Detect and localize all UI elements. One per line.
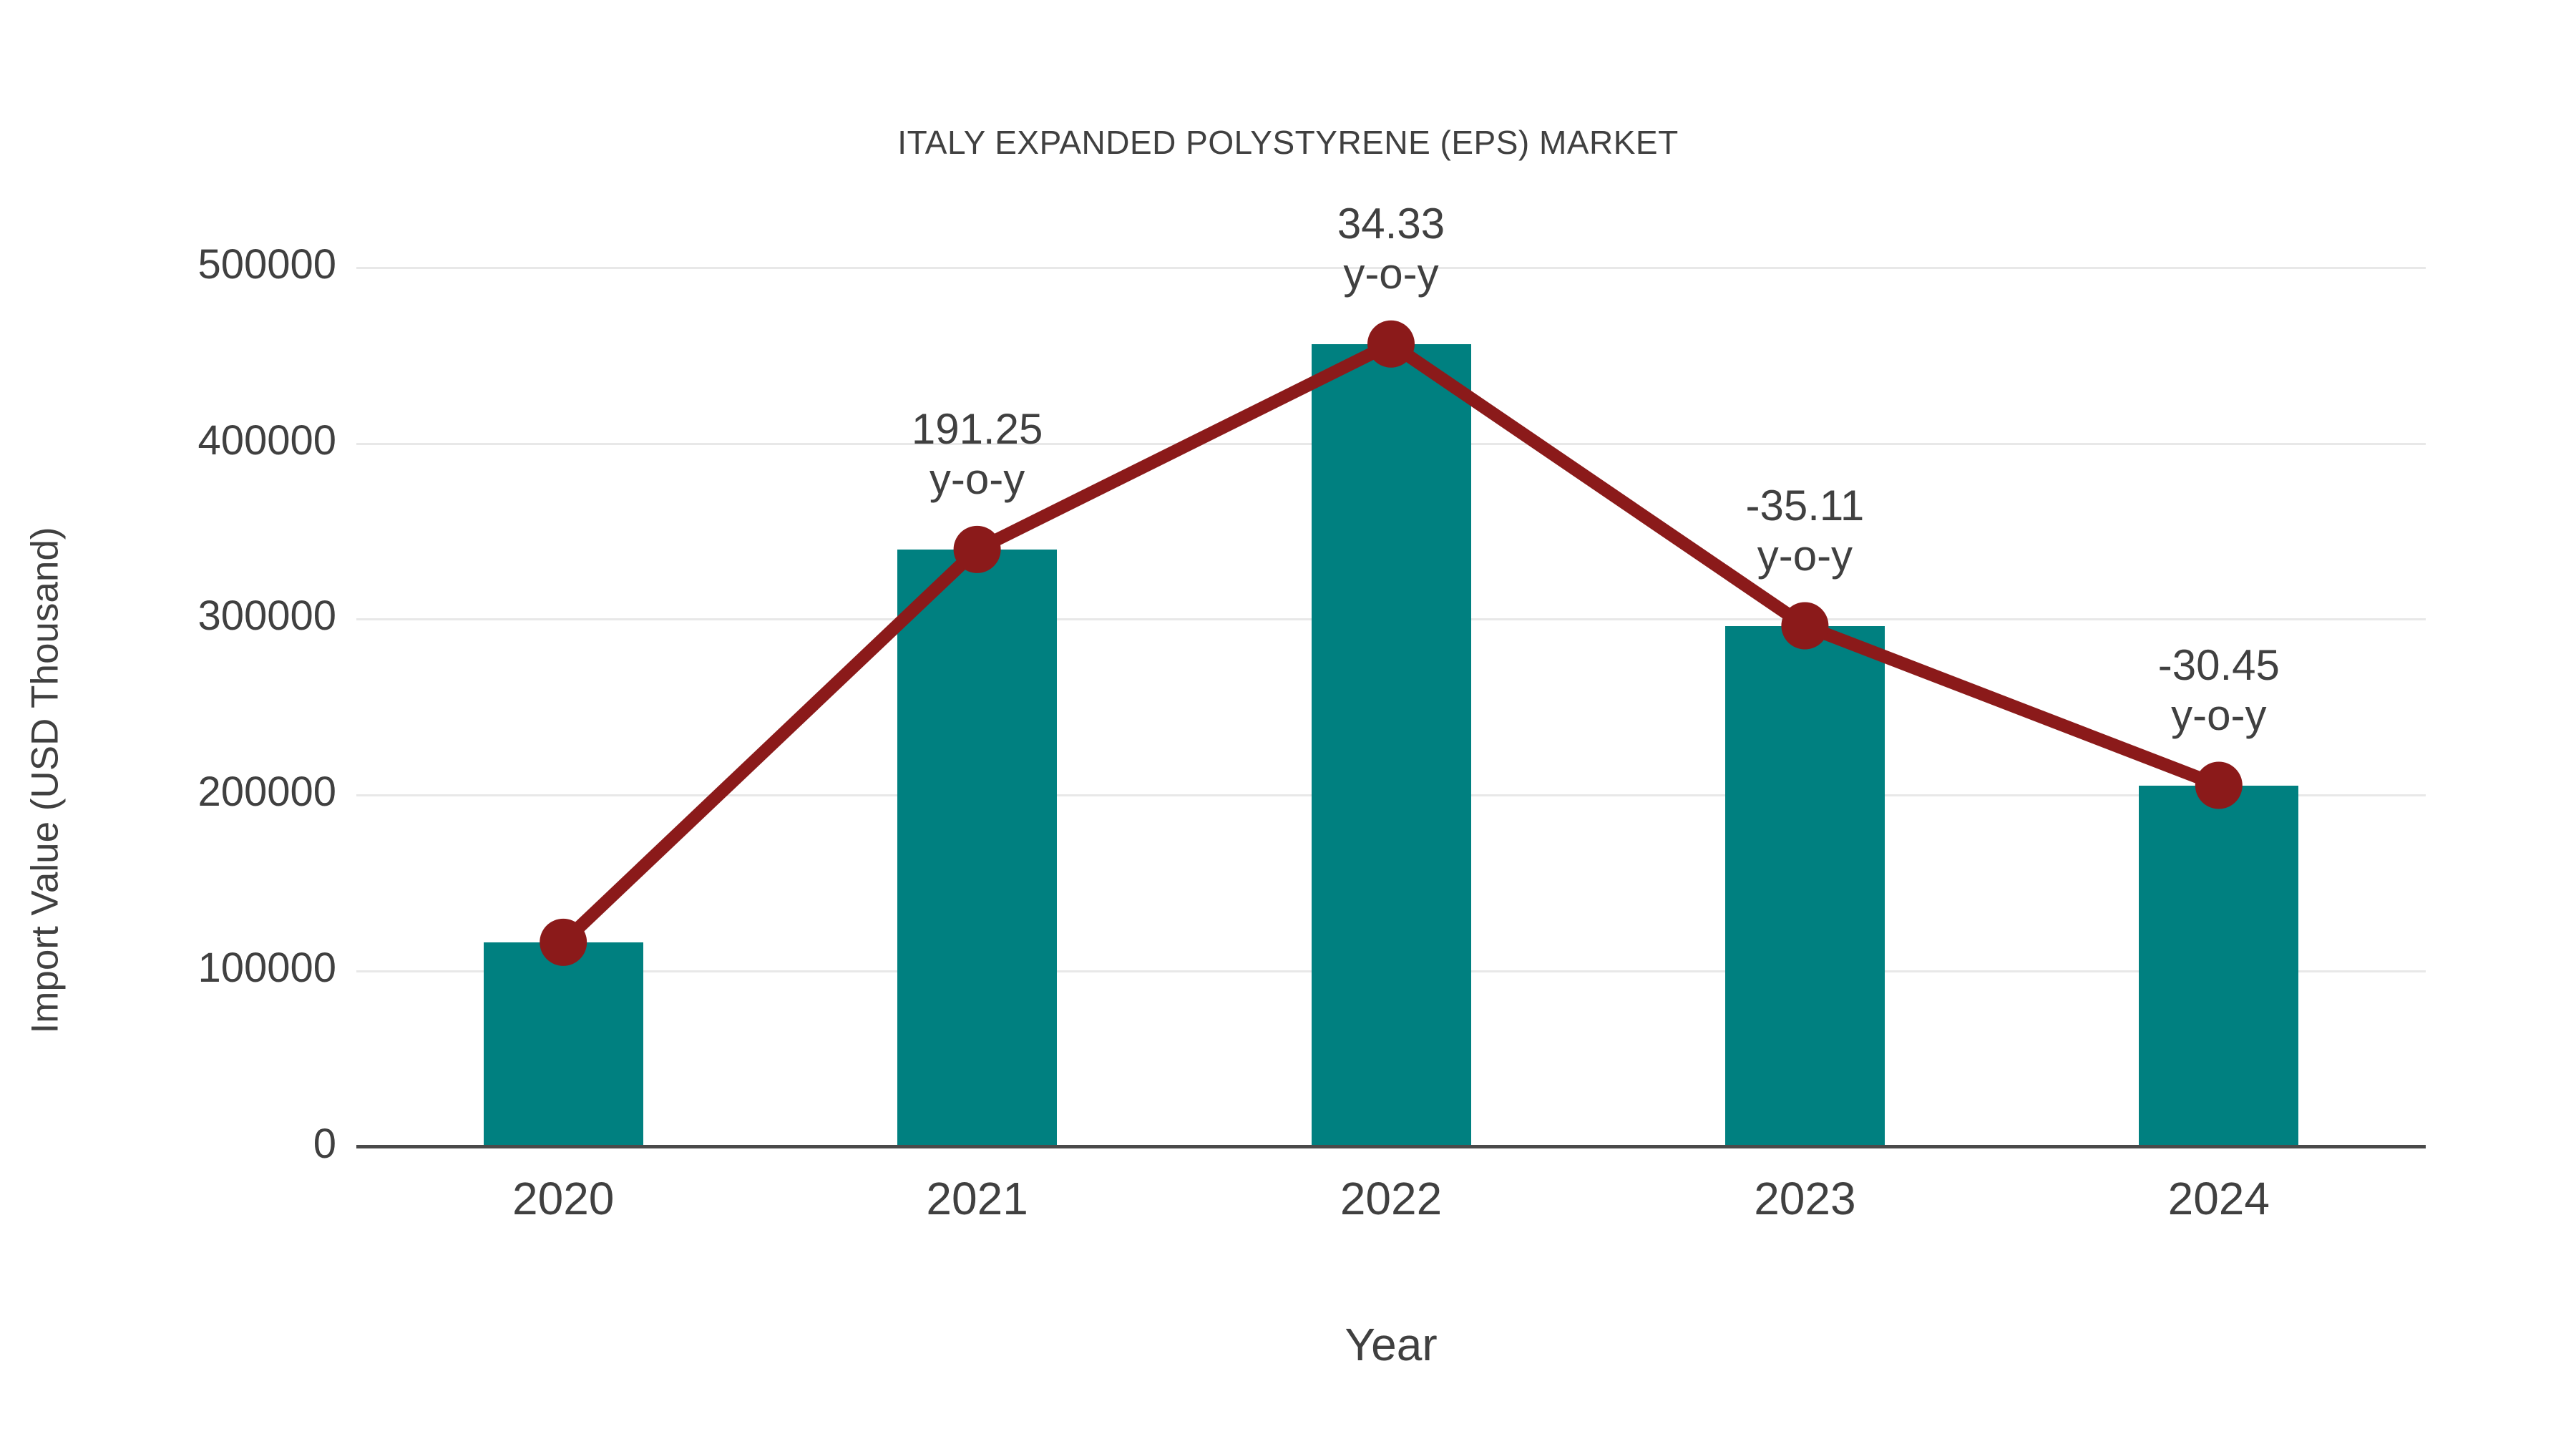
y-tick-label: 200000 — [197, 769, 336, 816]
yoy-marker-2023 — [1781, 602, 1829, 650]
data-label-unit: y-o-y — [2171, 691, 2267, 739]
gridline — [356, 266, 2426, 269]
bar-2022 — [1311, 343, 1471, 1147]
data-label-unit: y-o-y — [1343, 249, 1439, 298]
data-label-value: 191.25 — [911, 404, 1043, 453]
data-label-value: -30.45 — [2157, 640, 2280, 689]
y-tick-label: 400000 — [197, 416, 336, 464]
x-tick-label: 2023 — [1754, 1173, 1856, 1224]
x-tick-label: 2021 — [926, 1173, 1028, 1224]
data-label-unit: y-o-y — [1757, 531, 1853, 580]
x-axis-title: Year — [1345, 1319, 1438, 1370]
y-tick-label: 500000 — [197, 240, 336, 288]
x-tick-label: 2020 — [512, 1173, 615, 1224]
plot-area — [356, 215, 2426, 1148]
bar-2024 — [2139, 785, 2299, 1147]
x-axis-line — [356, 1145, 2426, 1148]
data-label-value: -35.11 — [1745, 481, 1865, 530]
data-label-unit: y-o-y — [929, 455, 1025, 504]
yoy-line-series — [540, 320, 2243, 966]
data-label-2024: -30.45 y-o-y — [2033, 640, 2405, 741]
yoy-marker-2024 — [2195, 761, 2243, 809]
bar-2023 — [1724, 625, 1885, 1147]
data-label-2022: 34.33 y-o-y — [1205, 199, 1577, 299]
yoy-marker-2022 — [1367, 320, 1415, 368]
bar-2020 — [483, 942, 643, 1147]
y-tick-label: 300000 — [197, 592, 336, 640]
data-label-2021: 191.25 y-o-y — [791, 404, 1163, 504]
y-tick-label: 0 — [313, 1121, 336, 1167]
y-tick-label: 100000 — [197, 945, 336, 992]
chart-title: ITALY EXPANDED POLYSTYRENE (EPS) MARKET — [897, 124, 1679, 161]
x-tick-label: 2022 — [1340, 1173, 1443, 1224]
yoy-line-path — [557, 337, 2225, 949]
data-label-2023: -35.11 y-o-y — [1619, 481, 1991, 581]
yoy-marker-2021 — [953, 525, 1001, 573]
x-tick-label: 2024 — [2167, 1173, 2270, 1224]
yoy-marker-group — [540, 320, 2243, 966]
data-label-value: 34.33 — [1337, 199, 1445, 248]
yoy-marker-2020 — [540, 918, 587, 966]
bar-2021 — [897, 549, 1058, 1147]
